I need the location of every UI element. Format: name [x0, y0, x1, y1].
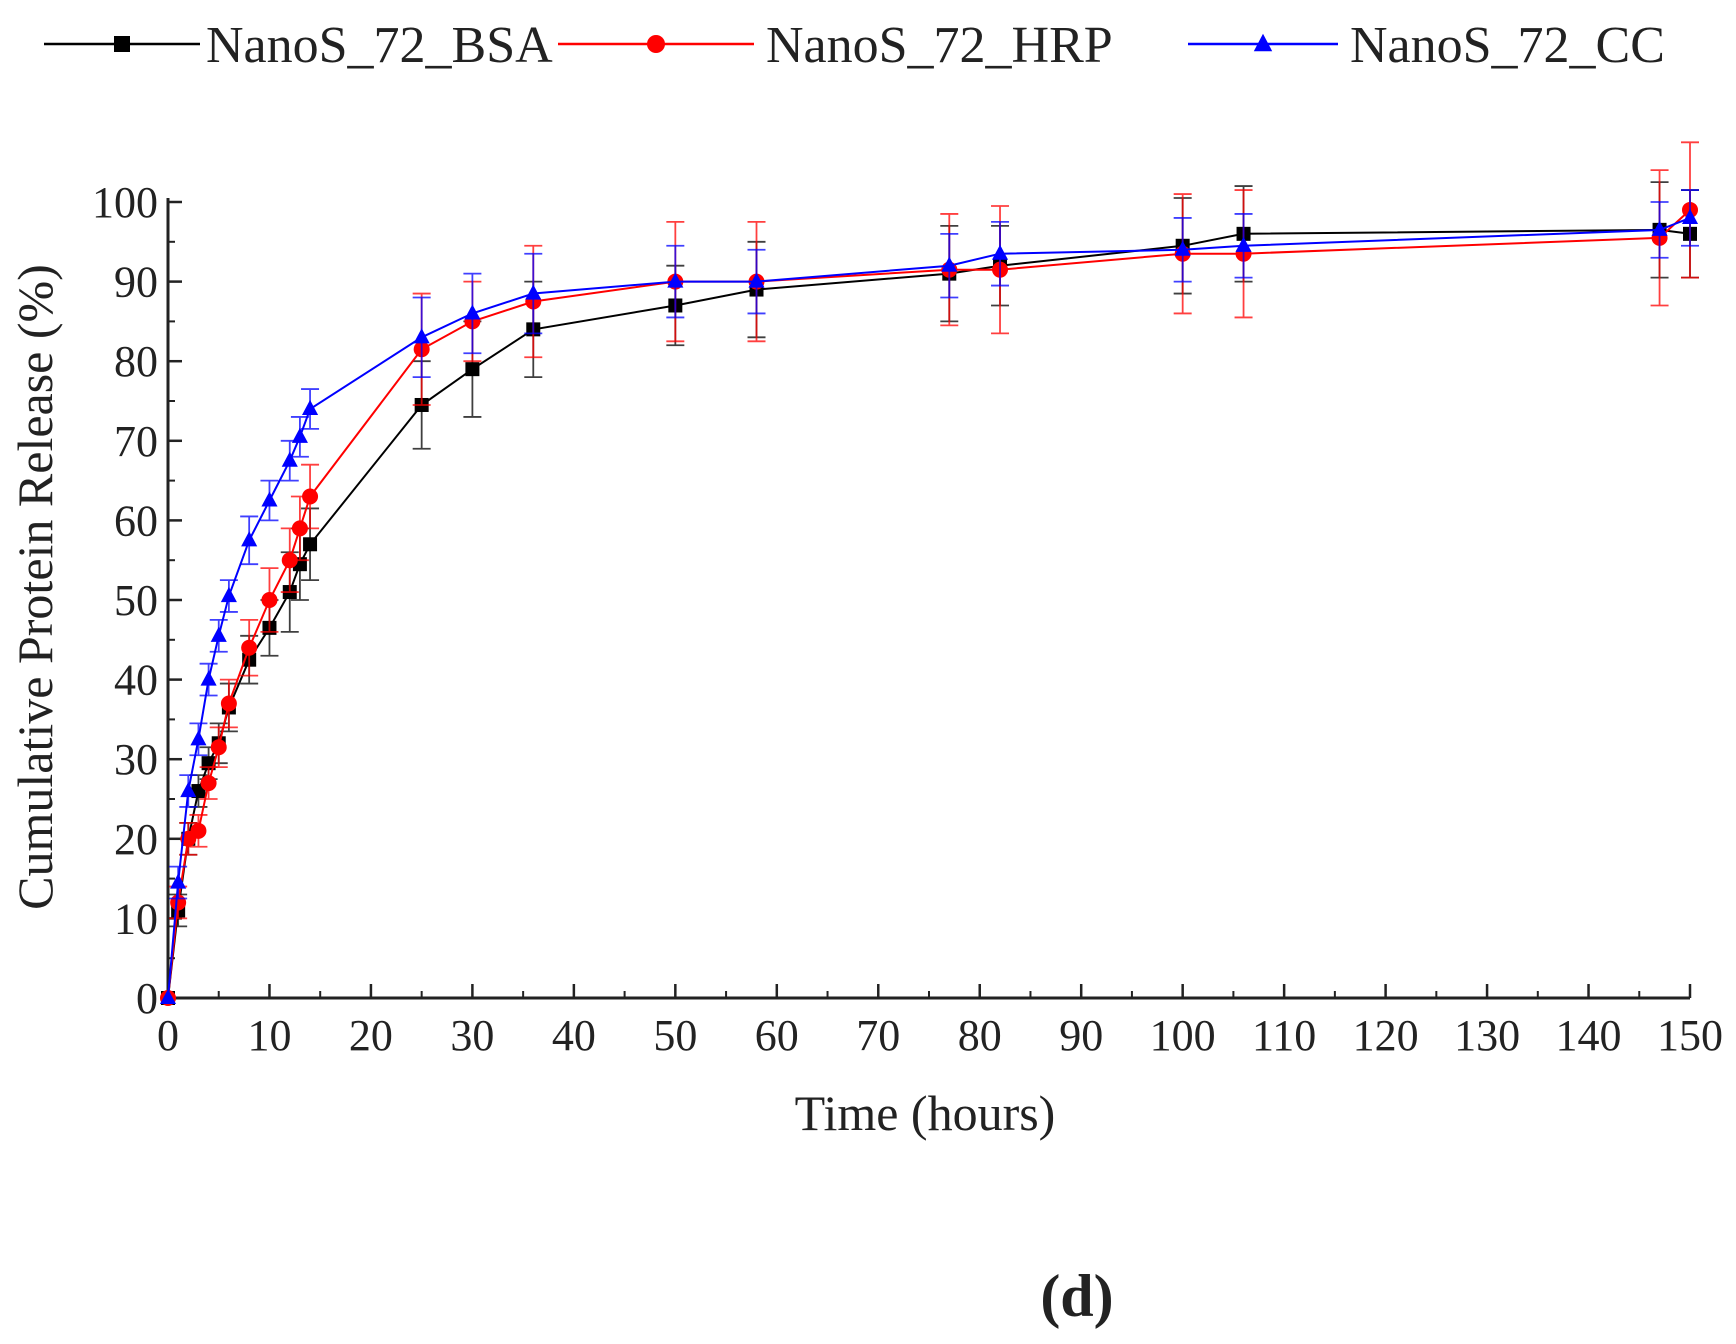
series-nanos-72-bsa — [161, 181, 1699, 1005]
data-point — [210, 626, 227, 642]
legend-item-nanos-72-hrp: NanoS_72_HRP — [558, 17, 1113, 74]
legend-marker — [114, 36, 130, 52]
data-point — [413, 328, 430, 344]
data-point — [200, 670, 217, 686]
x-tick-label: 40 — [552, 1011, 596, 1060]
legend-label: NanoS_72_CC — [1350, 17, 1665, 74]
y-tick-label: 80 — [114, 337, 158, 386]
x-tick-label: 0 — [157, 1011, 179, 1060]
data-point — [291, 520, 308, 537]
data-point — [170, 873, 187, 889]
legend-label: NanoS_72_BSA — [206, 17, 553, 74]
legend-label: NanoS_72_HRP — [766, 17, 1113, 74]
series-nanos-72-cc — [159, 189, 1699, 1005]
data-point — [748, 272, 765, 288]
data-point — [303, 537, 318, 552]
y-tick-label: 90 — [114, 258, 158, 307]
x-tick-label: 140 — [1556, 1011, 1622, 1060]
data-point — [291, 427, 308, 443]
series-nanos-72-hrp — [160, 141, 1699, 1006]
x-tick-label: 100 — [1150, 1011, 1216, 1060]
data-point — [180, 781, 197, 798]
series-line — [167, 216, 1691, 999]
x-tick-label: 80 — [958, 1011, 1002, 1060]
y-tick-label: 50 — [114, 576, 158, 625]
data-point — [991, 244, 1009, 260]
axes: 0 10 20 30 40 50 60 70 80 90 100 110 120 130 140 150 0 10… — [92, 178, 1723, 1060]
data-point — [667, 272, 684, 288]
legend-item-nanos-72-cc: NanoS_72_CC — [1188, 17, 1665, 74]
data-point — [210, 739, 227, 756]
x-tick-label: 20 — [349, 1011, 393, 1060]
x-axis-title: Time (hours) — [795, 1085, 1056, 1141]
data-point — [200, 775, 217, 792]
y-tick-label: 10 — [114, 894, 158, 943]
data-point — [159, 988, 177, 1005]
x-tick-label: 50 — [653, 1011, 697, 1060]
data-point — [281, 552, 298, 569]
y-tick-label: 30 — [114, 735, 158, 784]
data-point — [190, 730, 207, 746]
x-tick-label: 60 — [755, 1011, 799, 1060]
data-point — [261, 592, 278, 608]
panel-label: (d) — [1040, 1263, 1113, 1329]
data-point — [302, 399, 319, 416]
y-tick-label: 100 — [92, 178, 158, 227]
data-point — [302, 488, 319, 505]
data-point — [464, 304, 481, 320]
data-point — [1651, 220, 1668, 236]
y-axis-title: Cumulative Protein Release (%) — [7, 264, 63, 910]
data-point — [241, 639, 258, 656]
x-tick-label: 120 — [1353, 1011, 1419, 1060]
data-point — [465, 362, 480, 377]
series-line — [167, 228, 1691, 999]
data-point — [941, 256, 958, 272]
data-point — [1681, 208, 1699, 224]
data-point — [281, 451, 298, 467]
y-tick-label: 60 — [114, 496, 158, 545]
legend-marker — [647, 35, 665, 53]
x-tick-label: 130 — [1454, 1011, 1520, 1060]
x-tick-label: 150 — [1657, 1011, 1723, 1060]
y-tick-label: 0 — [136, 974, 158, 1023]
x-tick-label: 30 — [450, 1011, 494, 1060]
data-point — [220, 695, 237, 712]
x-tick-label: 110 — [1252, 1011, 1316, 1060]
y-tick-label: 20 — [114, 815, 158, 864]
series-layer — [159, 141, 1699, 1006]
y-tick-label: 40 — [114, 656, 158, 705]
data-point — [190, 822, 207, 839]
x-tick-label: 70 — [856, 1011, 900, 1060]
data-point — [241, 531, 258, 547]
data-point — [1174, 240, 1191, 256]
data-point — [1235, 236, 1252, 252]
legend-item-nanos-72-bsa: NanoS_72_BSA — [44, 17, 553, 74]
series-line — [167, 209, 1691, 999]
legend: NanoS_72_BSA NanoS_72_HRP NanoS_72_CC — [44, 17, 1665, 74]
plot-area: 0 10 20 30 40 50 60 70 80 90 100 110 120 130 140 150 0 10… — [92, 141, 1723, 1060]
x-tick-label: 90 — [1059, 1011, 1103, 1060]
data-point — [261, 491, 278, 507]
data-point — [525, 284, 542, 300]
legend-marker — [1253, 33, 1273, 52]
data-point — [220, 586, 237, 603]
x-tick-label: 10 — [247, 1011, 291, 1060]
y-tick-label: 70 — [114, 417, 158, 466]
